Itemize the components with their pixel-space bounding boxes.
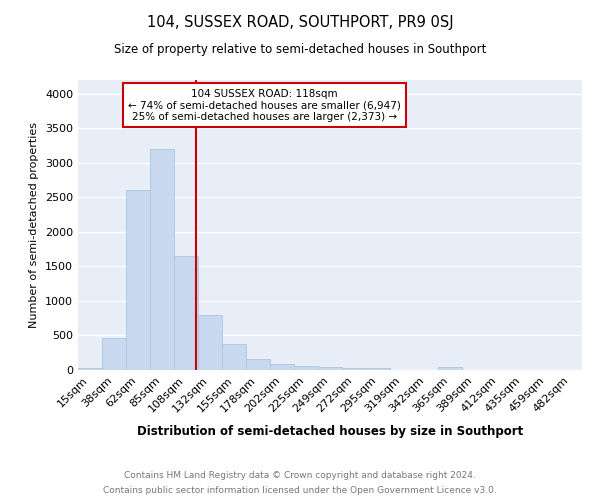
Bar xyxy=(102,338,126,370)
Bar xyxy=(366,368,390,370)
Bar xyxy=(294,366,318,370)
Bar xyxy=(198,315,222,370)
Bar xyxy=(174,256,198,370)
Bar xyxy=(246,359,270,370)
Text: Contains public sector information licensed under the Open Government Licence v3: Contains public sector information licen… xyxy=(103,486,497,495)
Bar xyxy=(126,190,150,370)
Bar xyxy=(270,364,294,370)
Bar xyxy=(438,367,462,370)
Text: 104 SUSSEX ROAD: 118sqm
← 74% of semi-detached houses are smaller (6,947)
25% of: 104 SUSSEX ROAD: 118sqm ← 74% of semi-de… xyxy=(128,88,401,122)
Text: Size of property relative to semi-detached houses in Southport: Size of property relative to semi-detach… xyxy=(114,42,486,56)
Text: 104, SUSSEX ROAD, SOUTHPORT, PR9 0SJ: 104, SUSSEX ROAD, SOUTHPORT, PR9 0SJ xyxy=(146,15,454,30)
Text: Contains HM Land Registry data © Crown copyright and database right 2024.: Contains HM Land Registry data © Crown c… xyxy=(124,471,476,480)
Bar xyxy=(342,368,366,370)
Bar xyxy=(222,344,246,370)
Bar xyxy=(318,367,342,370)
X-axis label: Distribution of semi-detached houses by size in Southport: Distribution of semi-detached houses by … xyxy=(137,425,523,438)
Bar xyxy=(78,368,102,370)
Y-axis label: Number of semi-detached properties: Number of semi-detached properties xyxy=(29,122,40,328)
Bar xyxy=(150,149,174,370)
